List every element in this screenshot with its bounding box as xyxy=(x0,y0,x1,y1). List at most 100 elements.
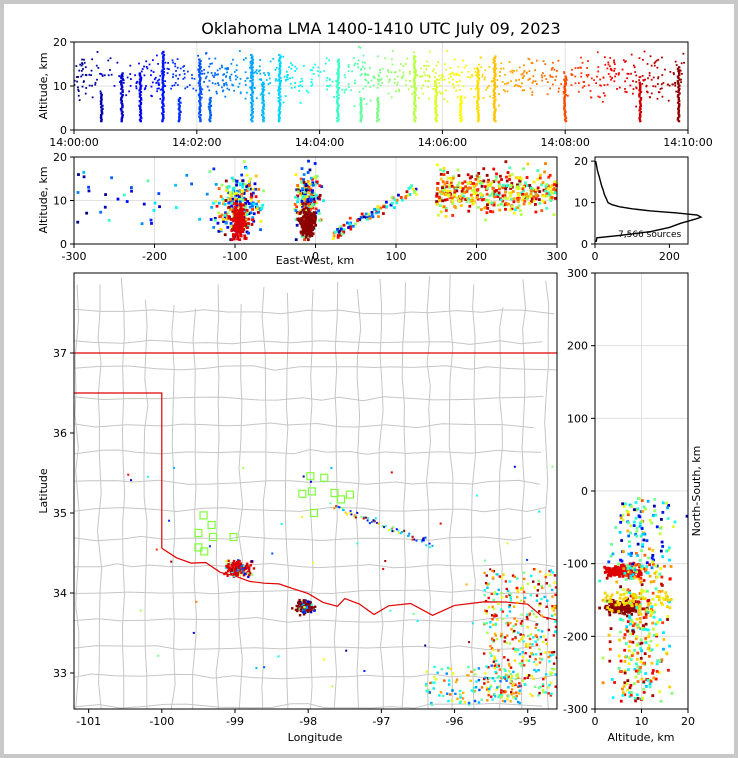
lightning-source-point xyxy=(344,511,347,514)
altitude-time-point xyxy=(412,101,416,104)
altitude-time-point xyxy=(420,87,423,90)
altitude-time-point xyxy=(235,78,237,81)
northsouth-point xyxy=(652,563,655,566)
altitude-time-point xyxy=(478,63,480,66)
lightning-source-point xyxy=(497,588,500,592)
lightning-source-point xyxy=(501,610,505,613)
lightning-source-point xyxy=(346,513,349,516)
altitude-time-point xyxy=(476,110,480,114)
lightning-source-point xyxy=(475,680,478,683)
northsouth-point xyxy=(645,539,649,543)
altitude-eastwest-point xyxy=(235,230,239,234)
northsouth-point xyxy=(623,603,626,606)
altitude-eastwest-point xyxy=(549,185,553,189)
altitude-time-point xyxy=(200,96,203,99)
altitude-time-point xyxy=(229,79,232,82)
altitude-eastwest-point xyxy=(553,183,556,186)
altitude-eastwest-point xyxy=(505,203,509,206)
altitude-eastwest-point xyxy=(460,189,464,193)
altitude-time-point xyxy=(279,98,282,101)
altitude-time-point xyxy=(571,74,574,76)
altitude-time-point xyxy=(198,61,201,64)
altitude-time-point xyxy=(660,87,663,90)
altitude-time-point xyxy=(319,71,322,73)
altitude-time-point xyxy=(613,61,616,64)
lightning-source-point xyxy=(448,679,451,682)
altitude-eastwest-point xyxy=(257,199,261,203)
lightning-source-point xyxy=(238,559,241,563)
altitude-time-point xyxy=(632,88,635,90)
lightning-source-point xyxy=(519,622,523,625)
altitude-time-point xyxy=(161,120,164,123)
altitude-time-point xyxy=(198,64,201,67)
altitude-eastwest-point xyxy=(301,187,304,191)
lightning-source-point xyxy=(311,561,314,564)
altitude-time-point xyxy=(159,88,162,91)
county-boundary xyxy=(74,673,554,680)
lightning-source-point xyxy=(365,516,368,519)
northsouth-point xyxy=(642,661,646,665)
altitude-eastwest-point xyxy=(241,208,245,212)
altitude-time-point xyxy=(563,98,566,101)
altitude-eastwest-point xyxy=(303,230,306,234)
lightning-source-point xyxy=(477,701,481,704)
altitude-time-point xyxy=(361,61,364,64)
lightning-source-point xyxy=(545,642,549,646)
lightning-source-point xyxy=(497,664,500,668)
altitude-time-point xyxy=(336,106,340,109)
northsouth-point xyxy=(639,510,643,514)
northsouth-point xyxy=(633,520,636,524)
altitude-time-point xyxy=(250,60,254,63)
northsouth-point xyxy=(633,696,637,700)
altitude-time-point xyxy=(423,71,426,74)
lightning-source-point xyxy=(495,618,499,621)
altitude-eastwest-point xyxy=(360,212,364,216)
lightning-source-point xyxy=(363,670,366,673)
altitude-time-point xyxy=(639,110,643,114)
altitude-time-point xyxy=(251,117,254,120)
altitude-time-point xyxy=(639,97,643,100)
northsouth-point xyxy=(617,603,621,607)
northsouth-point xyxy=(624,596,628,600)
altitude-time-point xyxy=(477,90,480,94)
county-boundary xyxy=(74,535,532,542)
altitude-time-point xyxy=(677,70,681,74)
altitude-eastwest-point xyxy=(534,210,538,214)
altitude-eastwest-point xyxy=(525,197,529,201)
altitude-eastwest-point xyxy=(319,218,323,222)
altitude-time-point xyxy=(277,78,281,81)
altitude-time-point xyxy=(639,90,643,94)
altitude-time-point xyxy=(476,100,479,103)
altitude-eastwest-point xyxy=(236,234,240,238)
lightning-source-point xyxy=(505,622,508,625)
northsouth-point xyxy=(627,576,631,580)
lightning-source-point xyxy=(484,581,488,585)
northsouth-point xyxy=(601,681,605,685)
altitude-time-point xyxy=(279,55,282,58)
altitude-time-point xyxy=(492,106,496,109)
altitude-time-point xyxy=(434,106,438,109)
lightning-source-point xyxy=(496,686,499,689)
altitude-eastwest-point xyxy=(498,187,501,191)
altitude-time-point xyxy=(208,103,211,106)
northsouth-point xyxy=(665,652,669,656)
northsouth-point xyxy=(629,531,633,535)
lightning-source-point xyxy=(232,573,236,576)
lightning-source-point xyxy=(552,634,556,637)
lightning-source-point xyxy=(230,564,234,567)
altitude-time-point xyxy=(251,90,255,94)
altitude-time-point xyxy=(627,73,630,75)
northsouth-point xyxy=(626,679,630,683)
northsouth-point xyxy=(622,550,625,553)
altitude-eastwest-point xyxy=(232,233,236,237)
altitude-time-point xyxy=(413,56,416,60)
altitude-eastwest-point xyxy=(467,197,471,201)
altitude-time-point xyxy=(265,79,268,81)
altitude-time-point xyxy=(379,84,382,87)
altitude-time-point xyxy=(626,77,629,80)
altitude-time-point xyxy=(376,117,379,120)
altitude-eastwest-point xyxy=(82,175,86,179)
altitude-time-point xyxy=(250,53,253,57)
altitude-eastwest-point xyxy=(390,195,394,199)
altitude-eastwest-point xyxy=(212,167,216,171)
